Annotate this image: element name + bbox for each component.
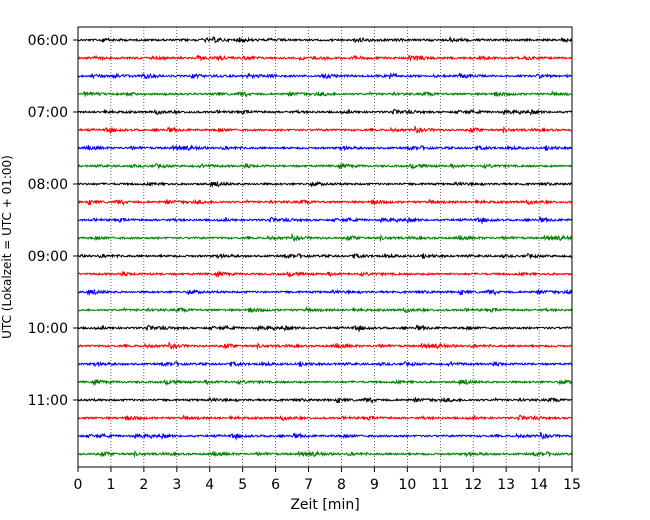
trace-line (77, 414, 573, 422)
x-tick-label: 12 (464, 477, 482, 493)
x-tick-label: 14 (530, 477, 548, 493)
trace-line (77, 198, 573, 207)
x-tick-label: 3 (172, 477, 181, 493)
trace-line (77, 396, 573, 405)
trace-line (77, 288, 573, 297)
y-tick-label: 09:00 (28, 249, 68, 265)
trace-line (77, 252, 573, 260)
trace-line (77, 108, 573, 116)
x-tick-label: 11 (431, 477, 449, 493)
trace-line (77, 71, 573, 80)
trace-line (77, 341, 573, 351)
trace-line (77, 144, 573, 152)
trace-line (77, 54, 573, 62)
x-tick-label: 2 (139, 477, 148, 493)
trace-line (77, 270, 573, 279)
x-axis-label: Zeit [min] (290, 497, 359, 513)
trace-series (77, 36, 573, 459)
plot-frame (77, 26, 573, 468)
trace-line (77, 323, 573, 333)
x-tick-label: 4 (205, 477, 214, 493)
trace-line (77, 215, 573, 225)
trace-line (77, 90, 573, 99)
y-tick-label: 08:00 (28, 177, 68, 193)
x-tick-label: 10 (398, 477, 416, 493)
y-tick-label: 11:00 (28, 393, 68, 409)
x-tick-label: 0 (74, 477, 83, 493)
x-tick-label: 5 (238, 477, 247, 493)
y-tick-label: 07:00 (28, 105, 68, 121)
trace-line (77, 36, 573, 44)
y-tick-label: 10:00 (28, 321, 68, 337)
x-axis: 0 1 2 3 4 5 6 7 8 9 10 11 12 13 14 15 (74, 467, 581, 493)
x-tick-label: 7 (304, 477, 313, 493)
trace-line (77, 125, 573, 135)
x-tick-label: 6 (271, 477, 280, 493)
trace-line (77, 378, 573, 387)
x-tick-label: 1 (106, 477, 115, 493)
x-tick-label: 13 (497, 477, 515, 493)
trace-line (77, 431, 573, 441)
y-axis: 06:00 07:00 08:00 09:00 10:00 11:00 (28, 33, 78, 409)
x-tick-label: 9 (370, 477, 379, 493)
trace-line (77, 449, 573, 459)
x-tick-label: 8 (337, 477, 346, 493)
y-axis-label: UTC (Lokalzeit = UTC + 01:00) (0, 155, 14, 339)
trace-line (77, 233, 573, 243)
trace-line (77, 162, 573, 171)
x-tick-label: 15 (563, 477, 581, 493)
trace-line (77, 306, 573, 314)
trace-line (77, 180, 573, 188)
trace-line (77, 360, 573, 368)
y-tick-label: 06:00 (28, 33, 68, 49)
